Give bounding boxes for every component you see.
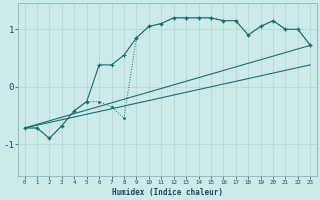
- X-axis label: Humidex (Indice chaleur): Humidex (Indice chaleur): [112, 188, 223, 197]
